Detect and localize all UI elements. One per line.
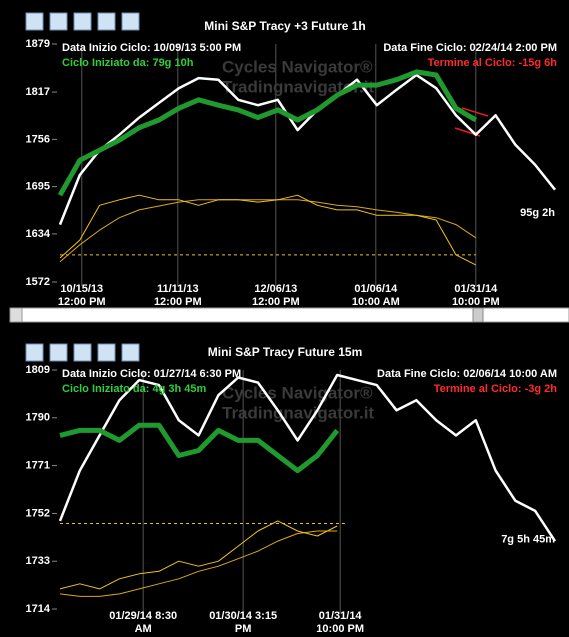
y-tick-label: 1817	[26, 86, 50, 98]
projection-label: 7g 5h 45m	[501, 534, 555, 546]
cycle-remaining: Termine al Ciclo: -3g 2h	[434, 383, 558, 395]
x-tick-label: 01/30/14 3:15 PM	[209, 610, 278, 635]
tool-zoom-in[interactable]	[73, 343, 92, 362]
y-tick-label: 1809	[26, 364, 50, 376]
tool-camera[interactable]	[25, 12, 44, 31]
tool-chart[interactable]	[121, 12, 140, 31]
x-tick-label: 01/31/14 10:00 PM	[451, 283, 500, 308]
x-tick-label: 01/31/14 10:00 PM	[316, 610, 364, 635]
projection-label: 95g 2h	[520, 207, 555, 219]
series-line	[59, 422, 340, 474]
series-line	[58, 373, 557, 542]
y-tick-label: 1752	[26, 507, 50, 519]
tool-zoom-out[interactable]	[97, 12, 116, 31]
x-tick-label: 01/29/14 8:30 AM	[109, 610, 178, 635]
cycle-elapsed: Ciclo Iniziato da: 4g 3h 45m	[62, 383, 206, 395]
chart-title: Mini S&P Tracy +3 Future 1h	[204, 19, 366, 33]
tool-zoom-in[interactable]	[73, 12, 92, 31]
watermark: Tradingnavigator.it	[222, 77, 374, 96]
series-line	[57, 69, 478, 197]
scroll-thumb[interactable]	[472, 307, 484, 323]
x-tick-label: 11/11/13 12:00 PM	[153, 283, 202, 308]
scroll-track[interactable]	[9, 307, 569, 323]
toolbar-bottom	[25, 343, 140, 362]
watermark: Tradingnavigator.it	[222, 403, 374, 422]
y-tick-label: 1695	[26, 181, 50, 193]
cycle-start: Data Inizio Ciclo: 10/09/13 5:00 PM	[62, 42, 241, 54]
scroll-left[interactable]	[9, 307, 23, 323]
y-tick-label: 1714	[26, 603, 51, 615]
x-tick-label: 10/15/13 12:00 PM	[57, 283, 106, 308]
y-tick-label: 1790	[26, 412, 50, 424]
series-line	[59, 194, 477, 266]
tool-zoom-out[interactable]	[97, 343, 116, 362]
watermark: Cycles Navigator®	[222, 57, 373, 76]
tool-move[interactable]	[49, 343, 68, 362]
series-line	[59, 530, 338, 597]
cycle-start: Data Inizio Ciclo: 01/27/14 6:30 PM	[62, 368, 241, 380]
y-tick-label: 1771	[26, 460, 50, 472]
y-tick-label: 1733	[26, 555, 50, 567]
series-line	[58, 73, 556, 226]
tool-camera[interactable]	[25, 343, 44, 362]
cycle-end: Data Fine Ciclo: 02/06/14 10:00 AM	[377, 368, 557, 380]
watermark: Cycles Navigator®	[222, 383, 373, 402]
x-tick-label: 12/06/13 12:00 PM	[251, 283, 300, 308]
chart-title: Mini S&P Tracy Future 15m	[208, 345, 363, 359]
cycle-end: Data Fine Ciclo: 02/24/14 2:00 PM	[383, 42, 557, 54]
tool-move[interactable]	[49, 12, 68, 31]
cycle-remaining: Termine al Ciclo: -15g 6h	[428, 57, 558, 69]
toolbar-top	[25, 12, 140, 31]
series-line	[59, 520, 338, 590]
x-tick-label: 01/06/14 10:00 AM	[351, 283, 400, 308]
y-tick-label: 1879	[26, 38, 50, 50]
y-tick-label: 1756	[26, 133, 50, 145]
tool-chart[interactable]	[121, 343, 140, 362]
cycle-elapsed: Ciclo Iniziato da: 79g 10h	[62, 57, 194, 69]
series-line	[59, 199, 477, 263]
y-tick-label: 1572	[26, 276, 50, 288]
scrollbar	[9, 307, 569, 323]
y-tick-label: 1634	[26, 228, 51, 240]
